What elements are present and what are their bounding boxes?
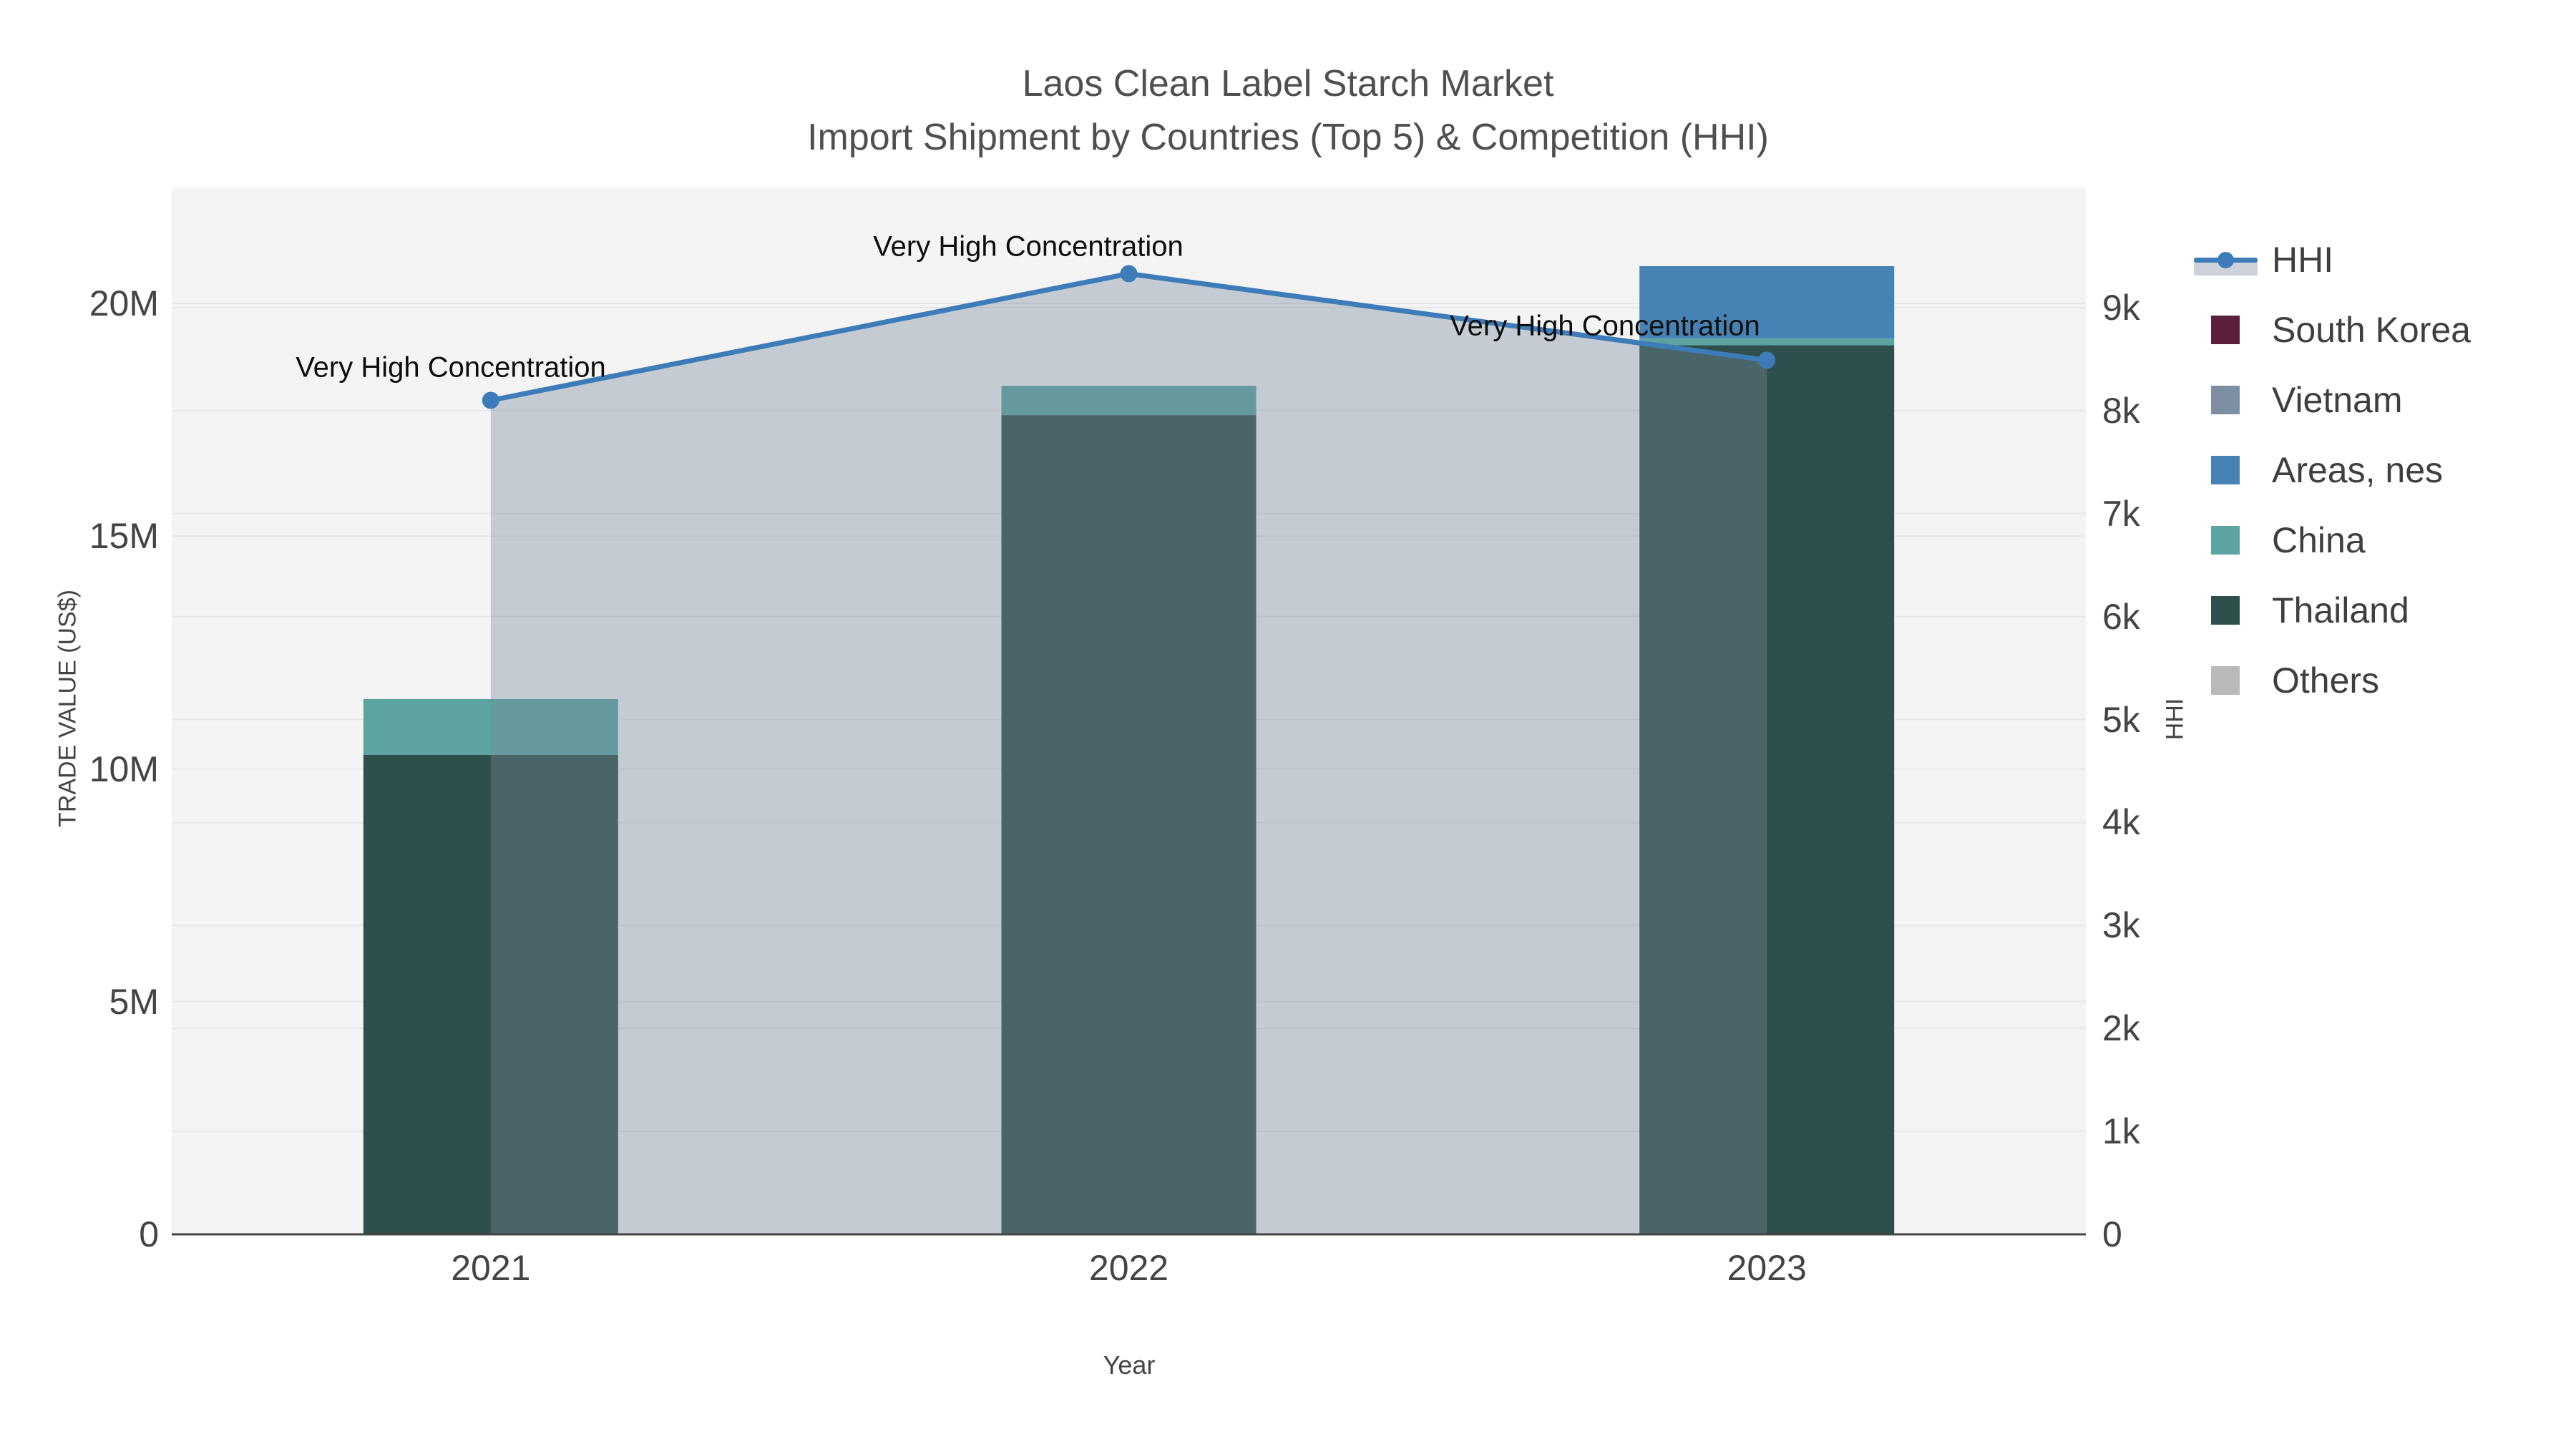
y-right-tick-2k: 2k [2102, 1008, 2140, 1049]
legend-label: Vietnam [2272, 380, 2403, 420]
x-tick-2022: 2022 [1088, 1248, 1169, 1288]
y-axis-left-title: TRADE VALUE (US$) [54, 590, 82, 827]
hhi-marker-2021 [482, 391, 499, 409]
legend-item-thailand[interactable]: Thailand [2194, 575, 2471, 645]
y-right-tick-0: 0 [2102, 1214, 2122, 1254]
legend-item-vietnam[interactable]: Vietnam [2194, 365, 2471, 435]
y-left-tick-15M: 15M [89, 516, 159, 557]
annotation-2023: Very High Concentration [1450, 310, 1760, 342]
annotation-2021: Very High Concentration [296, 351, 606, 384]
legend-item-others[interactable]: Others [2194, 645, 2471, 716]
y-right-tick-1k: 1k [2102, 1111, 2140, 1152]
bar-segment-thailand-2022 [1001, 415, 1257, 1234]
y-left-tick-5M: 5M [109, 981, 159, 1022]
y-left-tick-10M: 10M [89, 748, 159, 789]
y-right-tick-4k: 4k [2102, 802, 2140, 843]
legend-label: Thailand [2272, 590, 2409, 630]
bar-segment-china-2023 [1639, 338, 1895, 346]
hhi-area-fill [490, 273, 1767, 1235]
color-swatch-icon [2194, 575, 2272, 645]
bar-segment-thailand-2023 [1639, 345, 1895, 1234]
x-tick-2021: 2021 [451, 1248, 531, 1288]
bar-segment-thailand-2021 [363, 754, 618, 1234]
y-right-tick-9k: 9k [2102, 288, 2140, 328]
y-right-tick-8k: 8k [2102, 390, 2140, 431]
y-left-tick-0: 0 [139, 1214, 159, 1254]
y-right-tick-6k: 6k [2102, 596, 2140, 637]
y-left-tick-20M: 20M [89, 283, 159, 323]
color-swatch-icon [2194, 295, 2272, 365]
legend-label: South Korea [2272, 310, 2471, 350]
legend-label: Others [2272, 660, 2380, 701]
chart-title: Laos Clean Label Starch Market [1022, 63, 1554, 104]
legend-item-china[interactable]: China [2194, 505, 2471, 575]
legend-item-hhi[interactable]: HHI [2194, 225, 2471, 295]
chart-subtitle: Import Shipment by Countries (Top 5) & C… [807, 117, 1769, 158]
color-swatch-icon [2194, 365, 2272, 435]
y-right-tick-3k: 3k [2102, 905, 2140, 946]
hhi-marker-2022 [1120, 265, 1138, 283]
bar-segment-areas-nes-2023 [1639, 265, 1895, 338]
legend: HHI South Korea Vietnam Areas, nes China Thai… [2194, 225, 2471, 716]
y-axis-right-title: HHI [2161, 698, 2189, 741]
bar-segment-china-2022 [1001, 386, 1257, 416]
bar-segment-china-2021 [363, 698, 618, 755]
x-tick-2023: 2023 [1727, 1248, 1807, 1288]
y-right-tick-7k: 7k [2102, 493, 2140, 534]
x-axis-title: Year [1103, 1350, 1156, 1380]
color-swatch-icon [2194, 645, 2272, 716]
hhi-line-swatch-icon [2194, 225, 2272, 295]
annotation-2022: Very High Concentration [873, 230, 1184, 263]
color-swatch-icon [2194, 435, 2272, 505]
legend-item-areas-nes[interactable]: Areas, nes [2194, 435, 2471, 505]
legend-item-south-korea[interactable]: South Korea [2194, 295, 2471, 365]
legend-label: HHI [2272, 240, 2334, 280]
hhi-marker-2023 [1758, 351, 1776, 369]
legend-label: China [2272, 520, 2366, 560]
legend-label: Areas, nes [2272, 450, 2444, 490]
color-swatch-icon [2194, 505, 2272, 575]
y-right-tick-5k: 5k [2102, 699, 2140, 740]
